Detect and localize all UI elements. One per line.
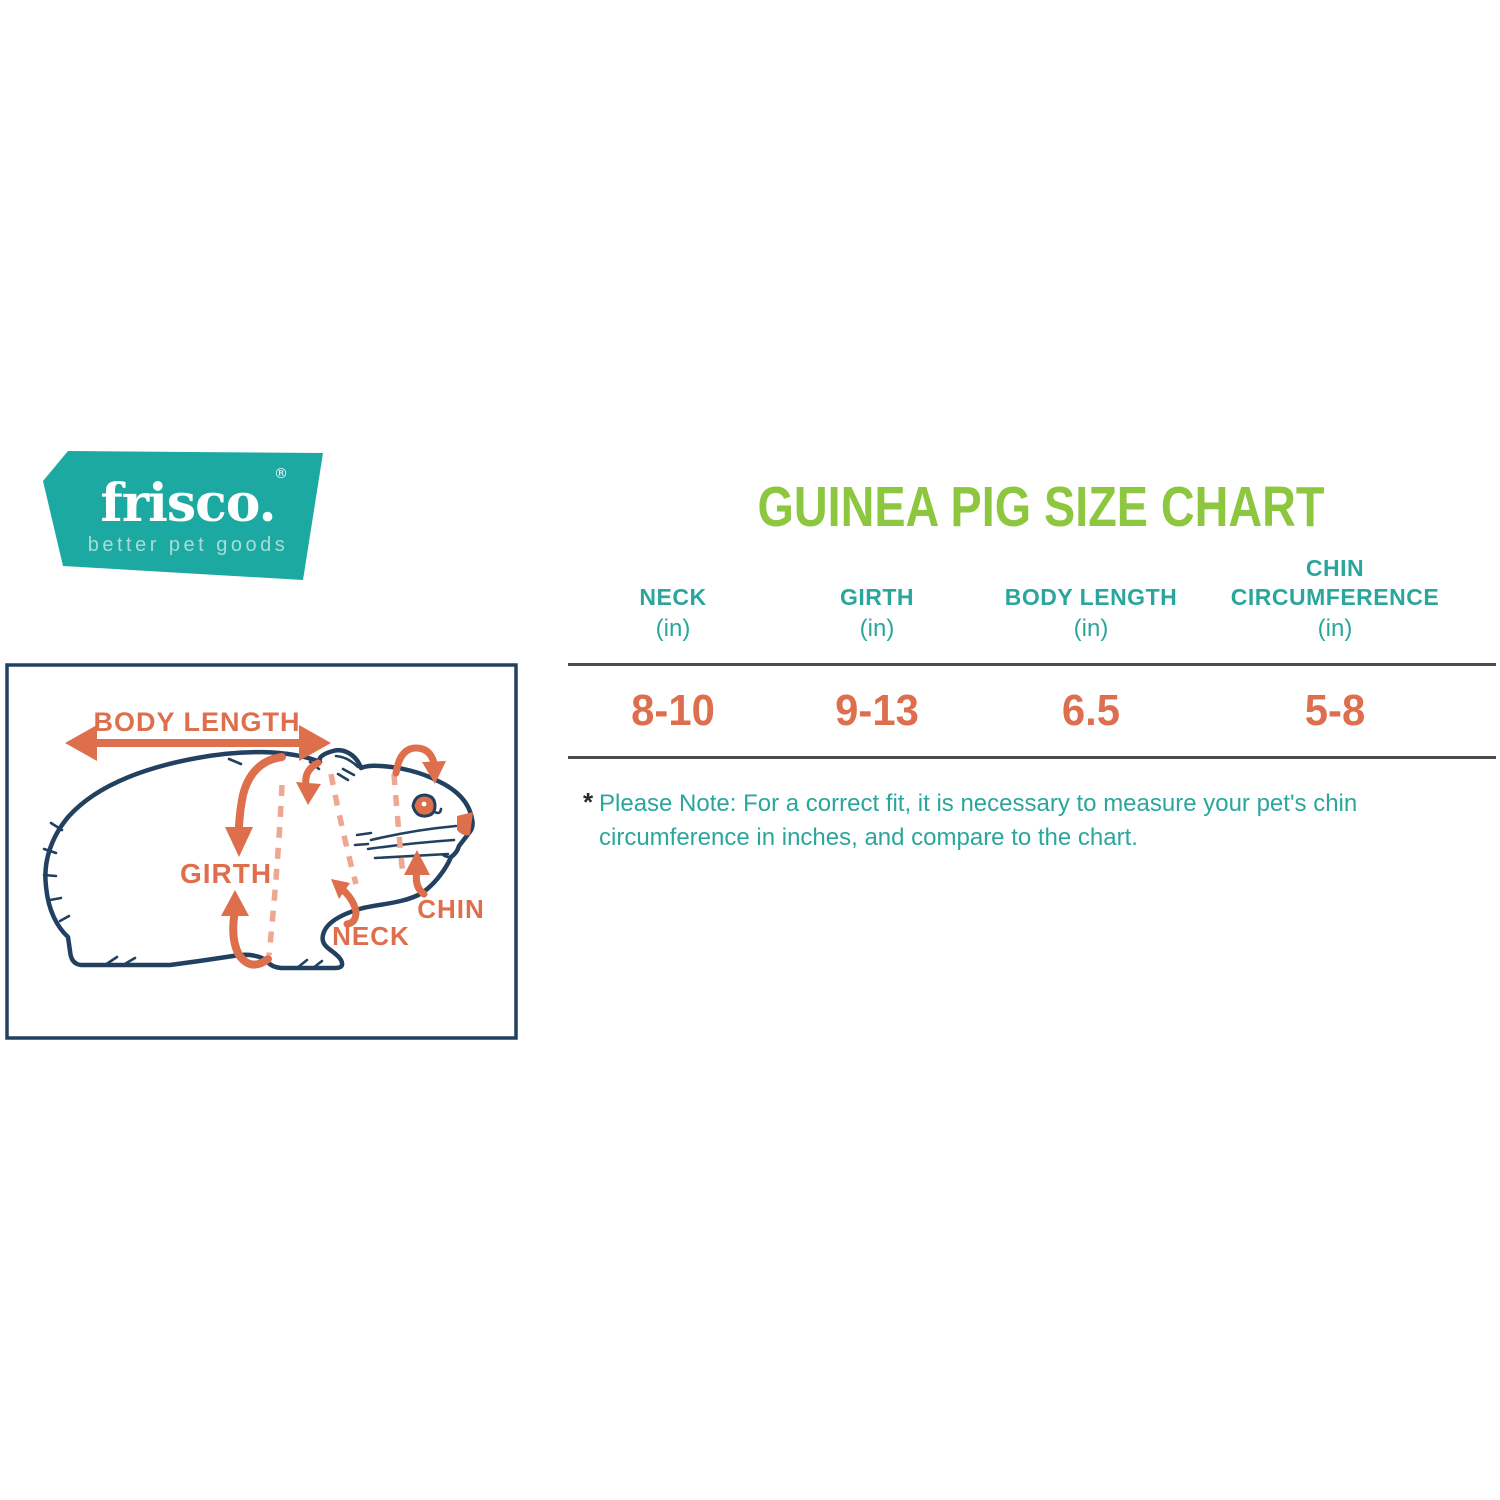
body-length-arrowhead-left: [65, 725, 97, 761]
page-title: GUINEA PIG SIZE CHART: [757, 475, 1325, 539]
toe-lines: [103, 955, 324, 970]
whiskers: [353, 824, 458, 860]
girth-upper-arc: [235, 753, 286, 830]
girth-down-arrowhead: [225, 827, 253, 857]
girth-up-arrowhead: [221, 890, 249, 916]
girth-lower-arc: [229, 907, 272, 969]
column-header: GIRTH: [839, 584, 915, 610]
body-length-label: BODY LENGTH: [93, 707, 300, 737]
table-column-body-length: BODY LENGTH (in) 6.5: [966, 556, 1216, 735]
column-header: CHIN CIRCUMFERENCE: [1230, 555, 1440, 610]
eye-highlight: [421, 801, 427, 807]
column-header: BODY LENGTH: [1004, 584, 1178, 610]
column-header: NECK: [639, 584, 707, 610]
body-length-arrowhead-right: [299, 725, 331, 761]
logo-tagline: better pet goods: [88, 534, 289, 556]
neck-hook-arc: [339, 886, 360, 928]
column-value: 5-8: [1304, 686, 1366, 735]
chin-up-arrow-tail: [412, 867, 428, 898]
diagram-border: [5, 663, 518, 1040]
column-value: 6.5: [1061, 686, 1121, 735]
logo-registered-mark: ®: [274, 466, 288, 482]
table-column-neck: NECK (in) 8-10: [548, 556, 798, 735]
eye-curl: [433, 807, 443, 815]
girth-label: GIRTH: [180, 858, 272, 889]
chin-dashed-line: [391, 773, 406, 877]
neck-down-arrowhead: [296, 782, 321, 805]
note-text: Please Note: For a correct fit, it is ne…: [599, 790, 1358, 851]
nose-icon: [457, 812, 473, 836]
mouth-line: [441, 850, 458, 859]
neck-label: NECK: [332, 921, 410, 951]
column-value: 8-10: [631, 686, 715, 735]
table-column-chin-circumference: CHIN CIRCUMFERENCE (in) 5-8: [1210, 555, 1460, 735]
chin-label: CHIN: [417, 894, 485, 924]
column-unit: (in): [655, 615, 691, 642]
fur-tufts: [42, 757, 321, 923]
guinea-pig-outline: [43, 748, 475, 971]
table-rule-top: [568, 663, 1496, 666]
logo-brand-text: frisco.: [100, 473, 275, 534]
column-unit: (in): [1073, 615, 1109, 642]
column-unit: (in): [1317, 615, 1353, 642]
chin-upper-arc: [392, 744, 438, 777]
table-column-girth: GIRTH (in) 9-13: [752, 556, 1002, 735]
neck-upper-arc: [302, 759, 322, 789]
guinea-pig-measurement-diagram: BODY LENGTH GIRTH NECK CHIN: [5, 663, 518, 1040]
fit-note: * Please Note: For a correct fit, it is …: [583, 787, 1499, 855]
chin-up-arrowhead: [404, 850, 430, 875]
table-rule-bottom: [568, 756, 1496, 759]
chin-down-arrowhead: [422, 761, 446, 784]
note-asterisk: *: [583, 787, 594, 817]
girth-dashed-line: [266, 784, 285, 956]
ear-detail: [334, 754, 360, 782]
column-unit: (in): [859, 615, 895, 642]
logo-banner-shape: [43, 451, 323, 580]
column-value: 9-13: [835, 686, 919, 735]
frisco-logo: frisco. ® better pet goods: [43, 451, 323, 580]
